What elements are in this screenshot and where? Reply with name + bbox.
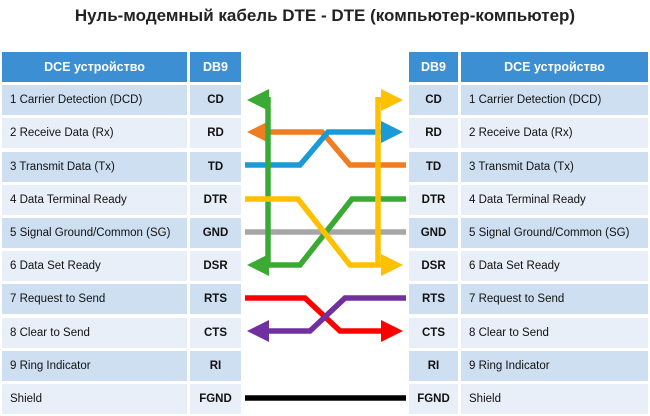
pin-label: TD: [190, 152, 241, 182]
header-cell: DCE устройство: [461, 52, 648, 82]
pin-label: CD: [190, 85, 241, 115]
signal-name: 2 Receive Data (Rx): [461, 118, 648, 148]
signal-name: 5 Signal Ground/Common (SG): [461, 218, 648, 248]
signal-name: 7 Request to Send: [461, 284, 648, 314]
header-cell: DCE устройство: [2, 52, 187, 82]
signal-name: 3 Transmit Data (Tx): [2, 152, 187, 182]
wire-rts-cts: [245, 295, 403, 342]
signal-name: 6 Data Set Ready: [461, 251, 648, 281]
wire-td-rd: [247, 121, 406, 168]
pin-label: DSR: [190, 251, 241, 281]
pin-label: RI: [190, 351, 241, 381]
wire-rts-cts: [247, 295, 406, 342]
signal-name: Shield: [2, 384, 187, 414]
pin-label: RTS: [409, 284, 458, 314]
signal-name: 4 Data Terminal Ready: [461, 185, 648, 215]
pin-label: RI: [409, 351, 458, 381]
signal-name: 8 Clear to Send: [461, 318, 648, 348]
header-cell: DB9: [409, 52, 458, 82]
pin-label: CTS: [190, 318, 241, 348]
signal-name: 7 Request to Send: [2, 284, 187, 314]
signal-name: 1 Carrier Detection (DCD): [2, 85, 187, 115]
pin-label: RTS: [190, 284, 241, 314]
signal-name: 5 Signal Ground/Common (SG): [2, 218, 187, 248]
signal-name: Shield: [461, 384, 648, 414]
title: Нуль-модемный кабель DTE - DTE (компьюте…: [74, 6, 576, 25]
signal-name: 6 Data Set Ready: [2, 251, 187, 281]
signal-name: 1 Carrier Detection (DCD): [461, 85, 648, 115]
pin-label: DTR: [190, 185, 241, 215]
pin-label: RD: [409, 118, 458, 148]
wire-td-rd: [245, 121, 403, 168]
header-cell: DB9: [190, 52, 241, 82]
pin-label: DTR: [409, 185, 458, 215]
pin-label: CD: [409, 85, 458, 115]
wire-dtr-dsr: [245, 196, 403, 276]
signal-name: 3 Transmit Data (Tx): [461, 152, 648, 182]
signal-name: 9 Ring Indicator: [2, 351, 187, 381]
pin-label: GND: [409, 218, 458, 248]
pin-label: RD: [190, 118, 241, 148]
pin-label: TD: [409, 152, 458, 182]
signal-name: 4 Data Terminal Ready: [2, 185, 187, 215]
pin-label: FGND: [190, 384, 241, 414]
signal-name: 9 Ring Indicator: [461, 351, 648, 381]
signal-name: 8 Clear to Send: [2, 318, 187, 348]
pin-label: CTS: [409, 318, 458, 348]
pin-label: GND: [190, 218, 241, 248]
signal-name: 2 Receive Data (Rx): [2, 118, 187, 148]
pin-label: FGND: [409, 384, 458, 414]
pin-label: DSR: [409, 251, 458, 281]
